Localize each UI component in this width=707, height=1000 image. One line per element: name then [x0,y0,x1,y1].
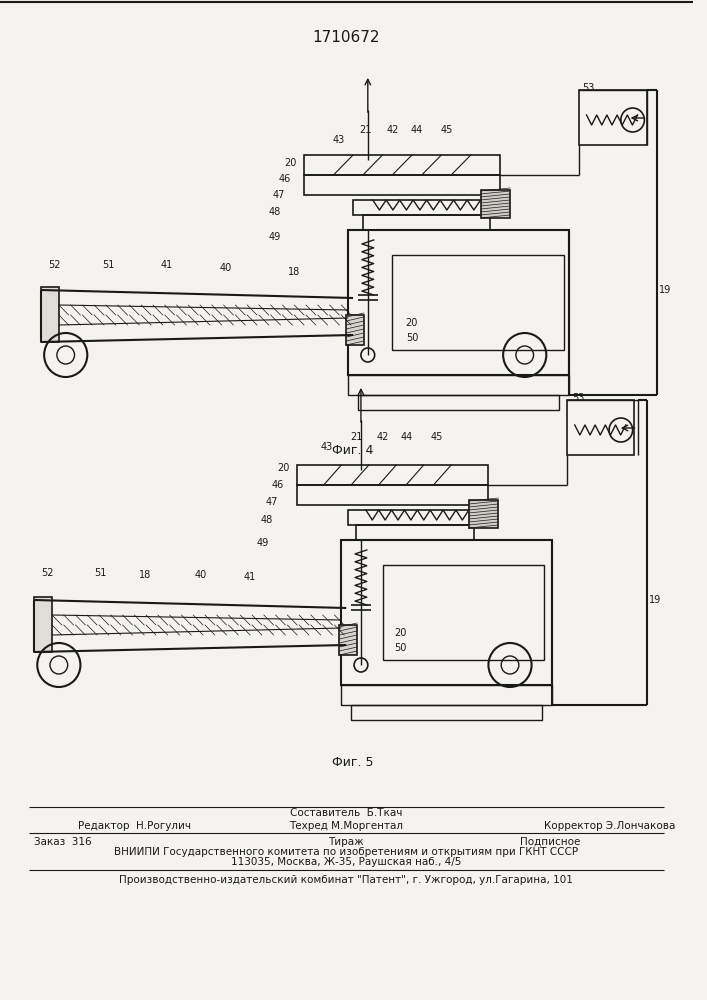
Bar [297,485,489,505]
Bar [339,625,357,655]
Text: 44: 44 [401,432,413,442]
Text: 18: 18 [139,570,151,580]
Bar [382,565,544,660]
Text: Фиг. 5: Фиг. 5 [332,756,374,770]
Text: 46: 46 [279,174,291,184]
Bar [346,315,364,345]
Text: 45: 45 [431,432,443,442]
Bar [35,597,52,652]
Text: 51: 51 [94,568,106,578]
Text: 113035, Москва, Ж-35, Раушская наб., 4/5: 113035, Москва, Ж-35, Раушская наб., 4/5 [231,857,462,867]
Text: 53: 53 [583,83,595,93]
Bar [341,685,552,705]
Text: 40: 40 [195,570,207,580]
Text: 20: 20 [394,628,407,638]
Text: 20: 20 [277,463,290,473]
Text: 21: 21 [360,125,372,135]
Text: 43: 43 [320,442,333,452]
Bar [356,525,474,540]
Text: 41: 41 [160,260,173,270]
Bar [41,287,59,342]
Text: Редактор  Н.Рогулич: Редактор Н.Рогулич [78,821,192,831]
Text: Корректор Э.Лончакова: Корректор Э.Лончакова [544,821,676,831]
Bar [353,200,501,215]
Text: 50: 50 [406,333,418,343]
Bar [304,155,501,175]
Text: 46: 46 [271,480,284,490]
Text: 19: 19 [659,285,671,295]
Text: Тираж: Тираж [329,837,364,847]
Text: 49: 49 [269,232,281,242]
Text: 50: 50 [394,643,407,653]
Text: 51: 51 [102,260,114,270]
Text: 48: 48 [261,515,273,525]
Text: 42: 42 [376,432,389,442]
Bar [348,375,569,395]
Text: Фиг. 4: Фиг. 4 [332,444,374,456]
Text: Производственно-издательский комбинат "Патент", г. Ужгород, ул.Гагарина, 101: Производственно-издательский комбинат "П… [119,875,573,885]
Text: 41: 41 [244,572,256,582]
Bar [304,175,501,195]
Text: 48: 48 [269,207,281,217]
Text: 20: 20 [406,318,418,328]
Text: ВНИИПИ Государственного комитета по изобретениям и открытиям при ГКНТ СССР: ВНИИПИ Государственного комитета по изоб… [114,847,578,857]
Text: 45: 45 [440,125,452,135]
Text: 49: 49 [257,538,269,548]
Text: 47: 47 [272,190,285,200]
Text: 47: 47 [266,497,278,507]
Text: 44: 44 [411,125,423,135]
Text: 53: 53 [573,393,585,403]
Text: Заказ  316: Заказ 316 [35,837,92,847]
Text: Подписное: Подписное [520,837,580,847]
Bar [358,395,559,410]
Text: 19: 19 [649,595,661,605]
Text: Техред М.Моргентал: Техред М.Моргентал [289,821,403,831]
Text: 1710672: 1710672 [312,29,380,44]
Text: 52: 52 [47,260,60,270]
Bar [363,215,491,230]
Text: 42: 42 [386,125,399,135]
Bar [297,465,489,485]
Bar [348,510,486,525]
Bar [392,255,564,350]
Bar [469,500,498,528]
Bar [341,540,552,685]
Bar [351,705,542,720]
Bar [567,400,633,455]
Bar [578,90,648,145]
Bar [481,190,510,218]
Text: 52: 52 [41,568,53,578]
Text: 18: 18 [288,267,300,277]
Text: 20: 20 [284,158,296,168]
Text: 21: 21 [350,432,362,442]
Text: 40: 40 [219,263,232,273]
Text: Составитель  Б.Ткач: Составитель Б.Ткач [290,808,402,818]
Bar [348,230,569,375]
Text: 43: 43 [332,135,344,145]
